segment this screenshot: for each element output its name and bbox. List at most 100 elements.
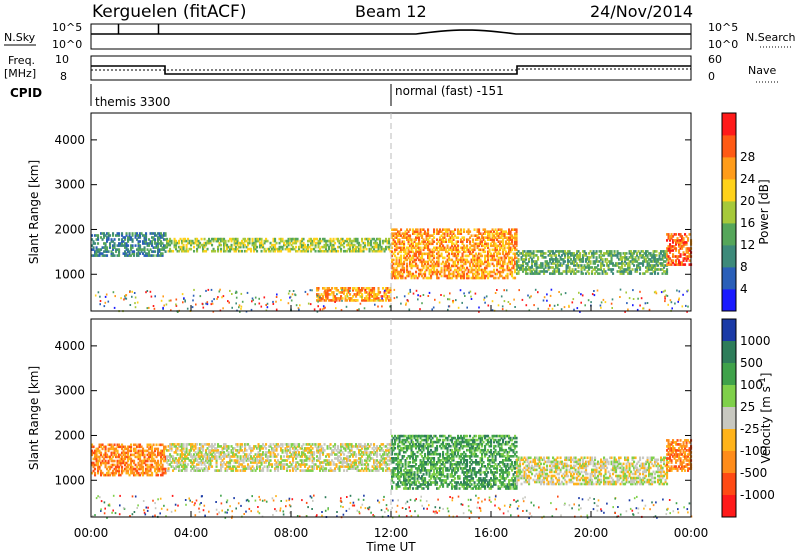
velocity-cell [161, 469, 164, 473]
power-cell [425, 266, 428, 270]
velocity-cell [274, 445, 277, 448]
velocity-cell [112, 471, 115, 475]
velocity-cell [364, 459, 367, 462]
power-cell [381, 295, 384, 298]
power-cell [248, 241, 251, 245]
power-cell [493, 268, 496, 272]
velocity-cell [137, 463, 140, 467]
power-cell [622, 256, 625, 259]
power-cell [400, 262, 403, 266]
power-cell [598, 254, 601, 257]
power-cell [354, 299, 357, 302]
velocity-cell [265, 455, 268, 458]
power-cell [139, 248, 142, 251]
power-cell [666, 253, 669, 256]
velocity-cell [137, 445, 140, 449]
cpid-label: CPID [10, 86, 42, 100]
power-cell [452, 248, 455, 252]
power-cell [392, 234, 395, 237]
velocity-cell [121, 445, 124, 449]
power-cell [669, 235, 672, 238]
velocity-cell [145, 469, 148, 473]
velocity-cell [160, 443, 163, 447]
power-cell [603, 254, 606, 257]
velocity-cell [239, 463, 242, 466]
velocity-cell [280, 467, 283, 470]
power-cell [515, 242, 518, 246]
velocity-cell [244, 467, 247, 470]
power-cell [325, 297, 328, 300]
velocity-cell [340, 453, 343, 456]
velocity-cell [319, 469, 322, 472]
power-cell [163, 304, 165, 307]
power-cell [146, 244, 149, 247]
velocity-cell [158, 469, 161, 473]
velocity-cell [121, 467, 124, 471]
power-cell [405, 303, 407, 306]
power-cell [355, 239, 358, 243]
velocity-cell [140, 459, 143, 463]
velocity-cell [293, 467, 296, 470]
power-cell [329, 239, 332, 243]
power-cell [555, 264, 558, 267]
power-cell [670, 235, 673, 238]
power-cell [164, 232, 167, 235]
power-cell [525, 270, 528, 273]
power-cell [574, 264, 577, 267]
power-cell [290, 299, 293, 302]
velocity-cell [259, 449, 262, 452]
power-cell [484, 301, 486, 304]
power-cell [442, 240, 445, 243]
power-cell [619, 252, 622, 255]
power-cell [334, 295, 337, 298]
velocity-cell [139, 453, 142, 457]
velocity-cell [128, 467, 131, 471]
power-cell [424, 270, 427, 274]
power-cell [607, 260, 610, 263]
power-cell [436, 242, 439, 246]
power-cell [361, 293, 364, 296]
power-cell [636, 268, 639, 271]
velocity-cell [340, 465, 343, 468]
power-cell [97, 234, 100, 237]
power-cell [553, 262, 556, 265]
power-cell [478, 242, 481, 246]
power-cell [466, 260, 469, 264]
power-cell [422, 228, 425, 231]
power-cell [403, 268, 406, 272]
power-cell [558, 272, 561, 275]
power-cell [181, 293, 184, 296]
power-cell [619, 268, 622, 271]
velocity-cell [295, 451, 298, 454]
velocity-cell [193, 459, 196, 462]
power-cell [389, 305, 391, 308]
power-cell [323, 249, 326, 253]
velocity-cell [256, 467, 259, 470]
velocity-cell [143, 461, 146, 465]
power-cell [473, 228, 476, 231]
velocity-cell [275, 455, 278, 458]
power-cell [106, 240, 109, 243]
power-cell [470, 268, 473, 272]
power-cell [239, 241, 242, 245]
power-cell [573, 252, 576, 255]
velocity-cell [322, 465, 325, 468]
power-cell [482, 232, 485, 235]
power-cell [371, 245, 374, 249]
velocity-cell [139, 459, 142, 463]
power-cell [158, 236, 161, 239]
power-cell [652, 250, 655, 253]
velocity-cell [118, 453, 121, 457]
velocity-cell [338, 449, 341, 452]
power-cell [123, 298, 125, 301]
power-cell [505, 289, 508, 292]
power-cell [679, 247, 682, 250]
power-cell [496, 244, 499, 248]
power-cell [512, 236, 515, 239]
velocity-cell [364, 447, 367, 450]
power-cell [537, 307, 539, 310]
power-cell [472, 274, 475, 278]
power-cell [663, 252, 666, 255]
power-cell [475, 262, 478, 266]
velocity-cell [302, 459, 305, 462]
